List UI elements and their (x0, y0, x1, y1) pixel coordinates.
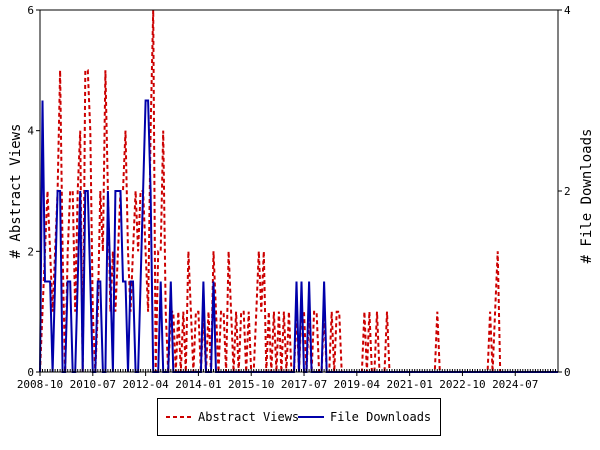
y2-axis-title: # File Downloads (579, 129, 595, 264)
y2-tick-label: 0 (564, 366, 571, 379)
y2-tick-label: 2 (564, 185, 571, 198)
y-tick-label: 2 (27, 245, 34, 258)
x-tick-label: 2024-07 (492, 378, 538, 391)
legend-label-abstract-views: Abstract Views (198, 410, 300, 424)
x-tick-label: 2022-10 (439, 378, 485, 391)
series-line-abstract-views (39, 9, 558, 373)
x-tick-label: 2012-04 (122, 378, 169, 391)
y2-tick-label: 4 (564, 4, 571, 17)
x-tick-label: 2008-10 (17, 378, 63, 391)
x-tick-label: 2010-07 (70, 378, 116, 391)
legend-swatch-file-downloads (298, 416, 324, 418)
axes-layer: 2008-10 2010-07 2012-04 2014-01 2015-10 2017-… (17, 4, 571, 391)
y-tick-label: 4 (27, 125, 34, 138)
x-tick-label: 2014-01 (175, 378, 221, 391)
x-tick-label: 2021-01 (386, 378, 432, 391)
legend-item-file-downloads: File Downloads (298, 410, 431, 424)
series-layer (39, 9, 558, 373)
x-tick-label: 2019-04 (334, 378, 381, 391)
legend: Abstract Views File Downloads (157, 398, 441, 436)
y-axis-title: # Abstract Views (8, 124, 24, 259)
y-tick-label: 6 (27, 4, 34, 17)
y-tick-label: 0 (27, 366, 34, 379)
x-minor-ticks (39, 369, 559, 372)
legend-swatch-abstract-views (166, 416, 192, 418)
legend-label-file-downloads: File Downloads (330, 410, 432, 424)
x-tick-label: 2015-10 (228, 378, 274, 391)
legend-item-abstract-views: Abstract Views (166, 410, 299, 424)
x-tick-label: 2017-07 (281, 378, 327, 391)
